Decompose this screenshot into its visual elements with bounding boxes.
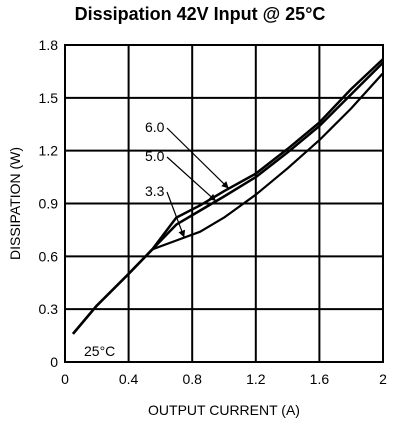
callout-arrow-head <box>178 229 186 238</box>
y-tick-label: 0.3 <box>39 301 59 317</box>
y-tick-label: 0.9 <box>39 196 59 212</box>
y-tick-label: 0.6 <box>39 248 59 264</box>
callout-arrow-line <box>166 127 230 189</box>
series-line-6-0 <box>72 58 384 335</box>
x-axis-label: OUTPUT CURRENT (A) <box>148 402 300 418</box>
y-tick-label: 1.2 <box>39 143 59 159</box>
callout-arrow-head <box>208 193 217 202</box>
series-line-3-3 <box>72 72 384 335</box>
chart-title: Dissipation 42V Input @ 25°C <box>74 4 326 24</box>
x-tick-label: 0.4 <box>119 371 139 387</box>
y-tick-labels: 0 0.3 0.6 0.9 1.2 1.5 1.8 <box>39 37 59 370</box>
x-tick-label: 1.2 <box>246 371 266 387</box>
series-label: 5.0 <box>145 148 165 164</box>
series-label: 3.3 <box>145 183 165 199</box>
plot-frame <box>64 44 384 363</box>
x-tick-label: 2 <box>379 371 387 387</box>
x-tick-label: 1.6 <box>310 371 330 387</box>
y-axis-label: DISSIPATION (W) <box>7 147 23 260</box>
temperature-annotation: 25°C <box>84 343 115 359</box>
x-tick-labels: 0 0.4 0.8 1.2 1.6 2 <box>61 371 387 387</box>
y-tick-label: 1.5 <box>39 90 59 106</box>
x-tick-label: 0 <box>61 371 69 387</box>
y-tick-label: 1.8 <box>39 37 59 53</box>
callout-arrow-head <box>221 181 229 189</box>
series-label: 6.0 <box>145 119 165 135</box>
series-callouts: 6.0 5.0 3.3 <box>145 119 230 238</box>
series-lines <box>72 58 384 335</box>
grid <box>64 44 384 363</box>
x-tick-label: 0.8 <box>182 371 202 387</box>
y-tick-label: 0 <box>50 354 58 370</box>
callout-arrow-line <box>166 191 185 238</box>
callout-arrow-line <box>166 156 217 202</box>
